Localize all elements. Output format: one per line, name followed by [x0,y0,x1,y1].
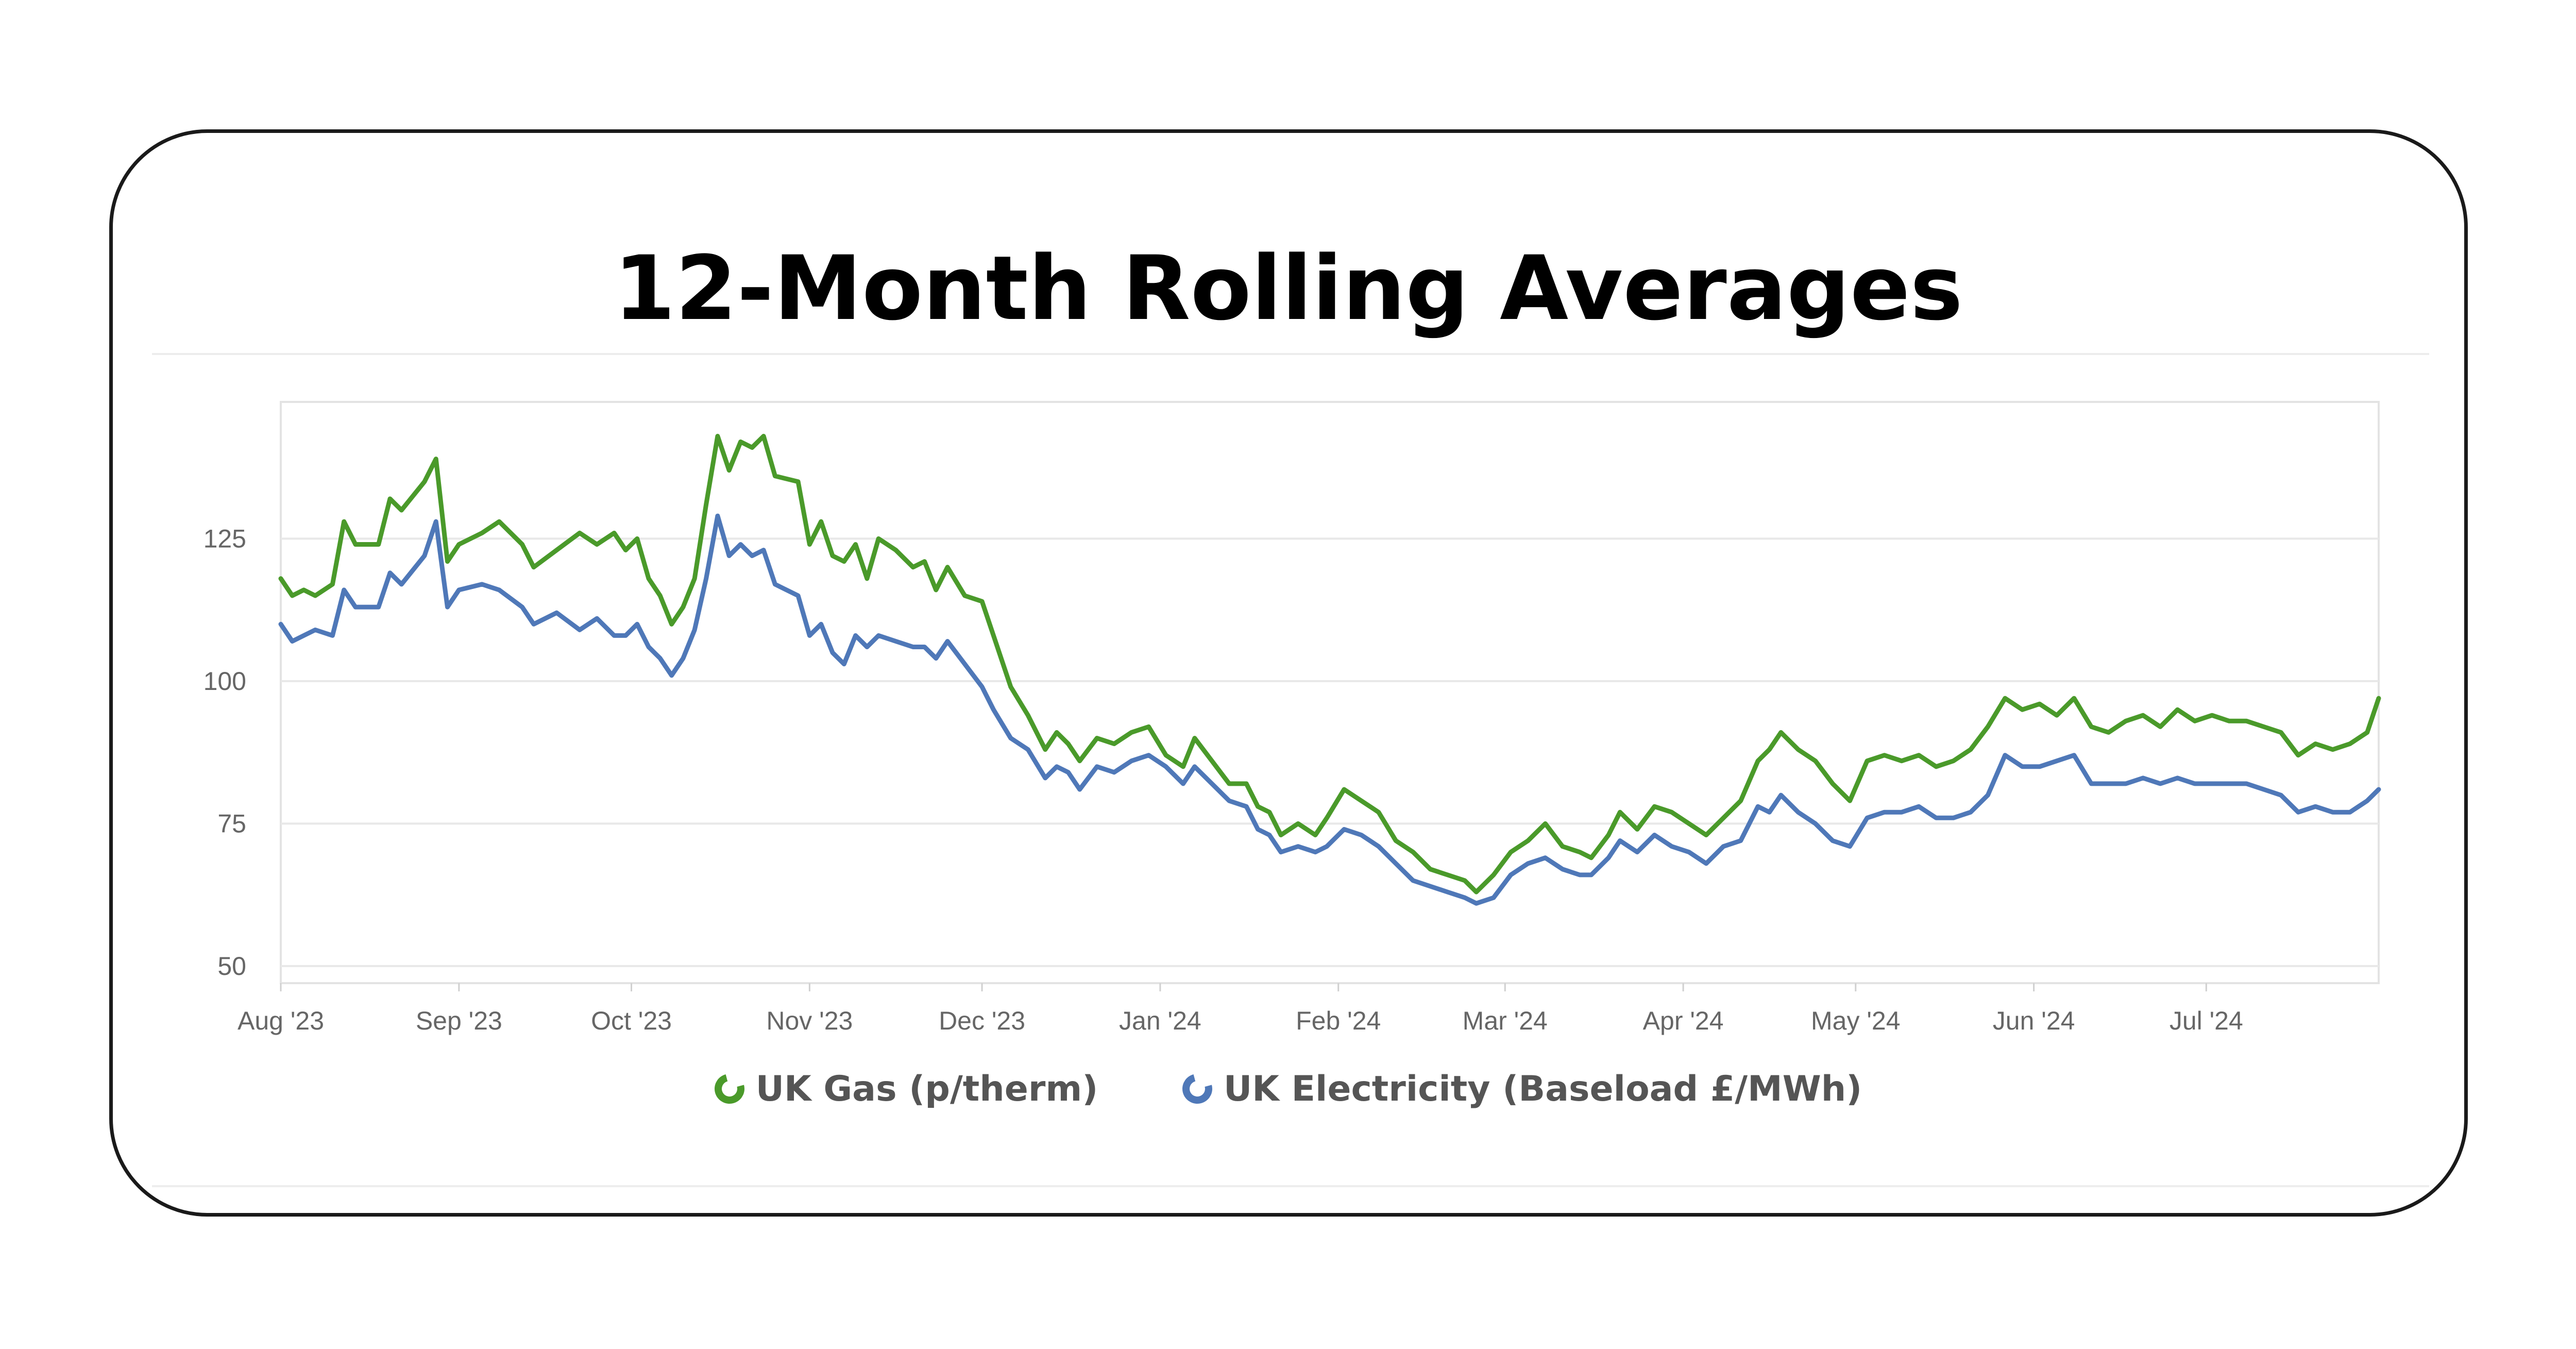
x-tick-label: May '24 [1811,1006,1901,1035]
gridlines [281,537,2379,967]
y-tick-label: 50 [217,952,246,981]
x-tick-label: Dec '23 [939,1006,1025,1035]
legend-item-gas[interactable]: UK Gas (p/therm) [709,1067,1098,1110]
y-tick-label: 75 [217,809,246,838]
legend: UK Gas (p/therm) UK Electricity (Baseloa… [0,1066,2576,1110]
x-tick-label: Sep '23 [416,1006,502,1035]
legend-item-electricity[interactable]: UK Electricity (Baseload £/MWh) [1177,1067,1862,1110]
legend-label: UK Electricity (Baseload £/MWh) [1224,1068,1862,1109]
x-tick-label: Mar '24 [1463,1006,1548,1035]
x-tick-label: Jul '24 [2170,1006,2243,1035]
x-tick-label: Jan '24 [1119,1006,1201,1035]
x-tick-label: Apr '24 [1643,1006,1724,1035]
series-lines [278,433,2381,906]
y-tick-label: 125 [204,524,246,553]
bottom-divider [152,1185,2429,1187]
x-tick-label: Jun '24 [1993,1006,2075,1035]
x-tick-label: Oct '23 [591,1006,672,1035]
plot-area [280,401,2380,984]
x-axis: Aug '23 Sep '23 Oct '23 Nov '23 Dec '23 Jan '… [238,983,2243,1035]
series-line-gas [278,433,2381,895]
y-axis: 125 100 75 50 [204,524,246,980]
ring-icon [1177,1068,1218,1110]
x-tick-label: Feb '24 [1296,1006,1381,1035]
legend-label: UK Gas (p/therm) [755,1068,1098,1109]
title-divider [152,353,2429,355]
y-tick-label: 100 [204,667,246,696]
chart-title: 12-Month Rolling Averages [614,237,1963,340]
x-tick-label: Nov '23 [766,1006,853,1035]
series-line-electricity [278,513,2381,906]
x-tick-label: Aug '23 [238,1006,324,1035]
ring-icon [709,1068,750,1110]
